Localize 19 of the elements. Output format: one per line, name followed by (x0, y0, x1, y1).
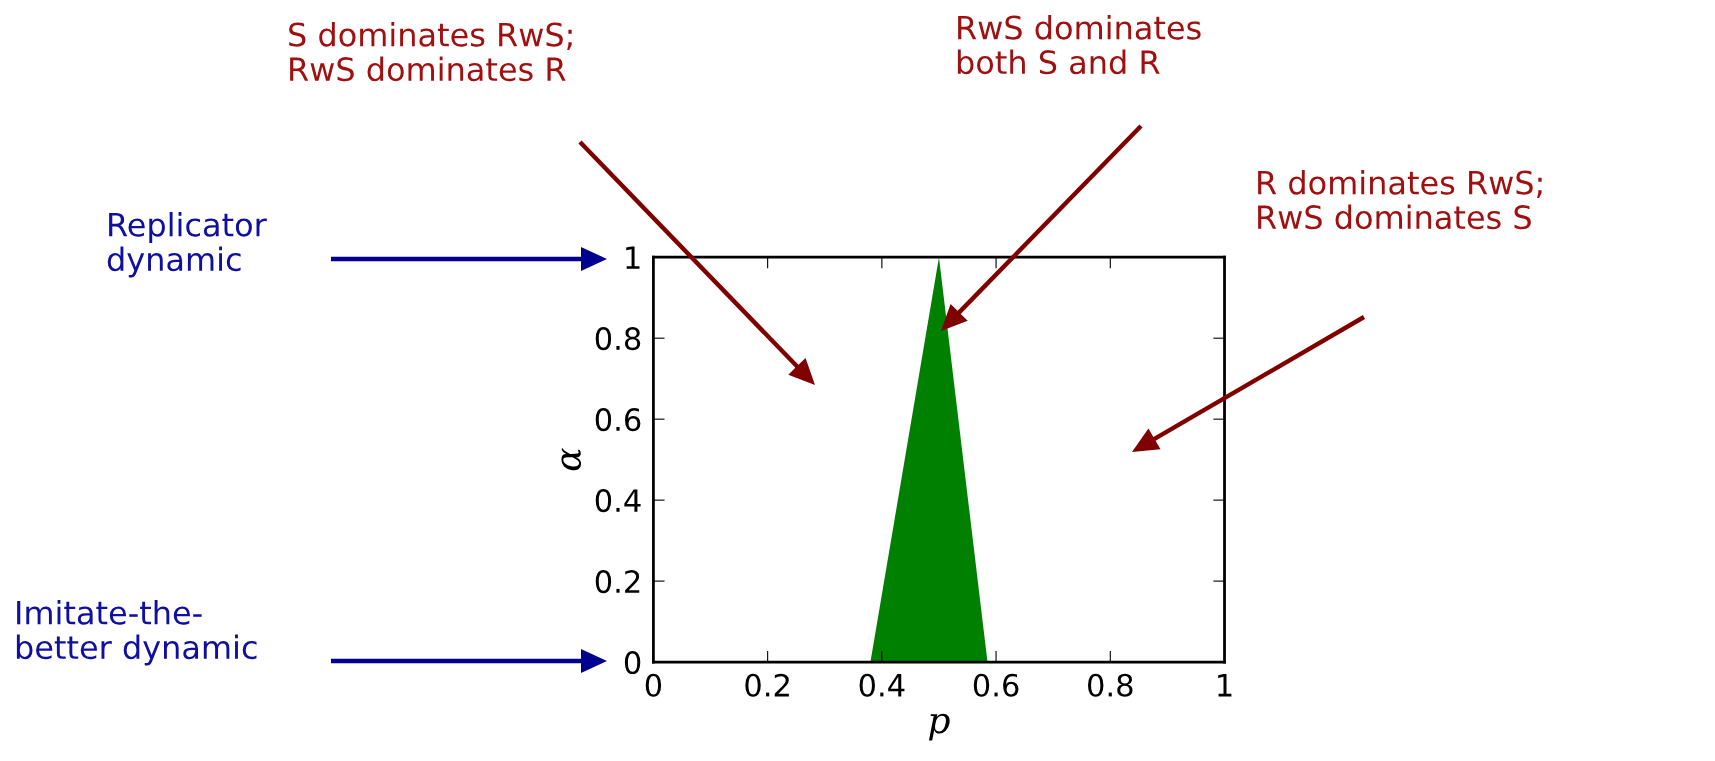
text: Imitate-the- better dynamic (16, 600, 257, 666)
text: Replicator dynamic (107, 212, 267, 278)
y-axis-title: α (561, 448, 582, 471)
x-tick-label: 0.2 (745, 673, 789, 697)
x-tick-label: 0.6 (973, 673, 1019, 697)
text: S dominates RwS; RwS dominates R (289, 22, 572, 82)
text: RwS dominates both S and R (957, 15, 1201, 75)
x-axis-title: p (928, 713, 950, 741)
x-tick-label: 1 (1218, 674, 1232, 697)
y-tick-label: 0.6 (595, 408, 641, 432)
x-tick-label: 0 (645, 673, 662, 697)
x-tick-label: 0.4 (859, 673, 905, 697)
y-tick-label: 1 (626, 246, 640, 269)
y-tick-label: 0.8 (595, 327, 641, 351)
y-tick-label: 0.2 (595, 570, 640, 594)
x-tick-label: 0.8 (1088, 673, 1133, 697)
y-tick-label: 0.4 (595, 489, 641, 513)
text: R dominates RwS; RwS dominates S (1258, 170, 1542, 230)
y-tick-label: 0 (624, 651, 641, 675)
